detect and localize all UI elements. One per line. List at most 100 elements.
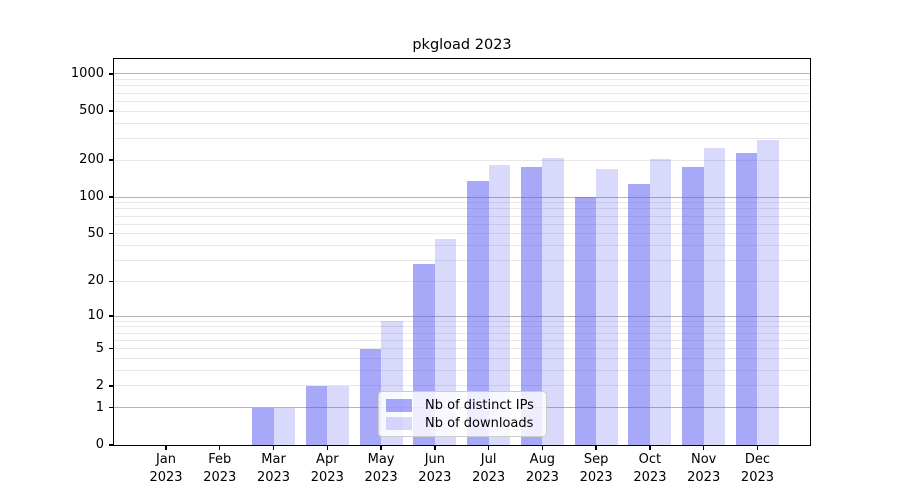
bar-nb-of-distinct-ips-nov [682,167,704,445]
x-tick-feb [219,445,221,450]
x-label-year: 2023 [740,469,775,485]
legend-item-downloads: Nb of downloads [386,414,538,432]
bar-nb-of-distinct-ips-dec [735,153,758,445]
x-tick-label-apr: Apr 2023 [295,451,359,486]
x-label-year: 2023 [579,469,613,485]
gridline-minor-4 [114,358,810,360]
x-label-year: 2023 [310,469,344,485]
x-tick-label-jun: Jun 2023 [403,451,467,486]
legend-label-downloads: Nb of downloads [425,415,534,431]
gridline-minor-80 [114,208,810,210]
gridline-minor-3 [114,370,810,372]
bar-nb-of-downloads-sep [596,168,618,445]
x-tick-jun [434,445,436,450]
x-tick-dec [756,445,759,450]
y-tick-label-20: 20 [87,273,104,289]
y-tick-label-10: 10 [87,308,104,324]
x-tick-label-jul: Jul 2023 [457,451,521,486]
x-label-year: 2023 [687,469,721,485]
y-tick-label-0: 0 [95,437,104,452]
gridline-minor-600 [114,100,810,102]
bar-nb-of-distinct-ips-aug [520,167,543,445]
gridline-minor-60 [114,223,810,225]
y-tick-100 [109,196,114,198]
x-label-month: Mar [261,452,286,467]
y-tick-0 [109,444,114,446]
bar-nb-of-downloads-jul [488,164,511,445]
chart-title: pkgload 2023 [412,37,512,53]
gridline-minor-8 [114,326,810,328]
legend-swatch-distinct-ips-icon [386,398,412,412]
y-tick-label-200: 200 [79,152,104,168]
bar-nb-of-downloads-dec [757,140,779,445]
gridline-minor-7 [114,332,810,334]
x-tick-nov [703,445,705,450]
x-label-month: Sep [583,452,609,467]
y-tick-label-1: 1 [95,399,104,415]
bar-nb-of-distinct-ips-mar [252,407,274,445]
gridline-minor-5 [114,348,810,350]
x-tick-sep [595,445,597,450]
y-tick-label-50: 50 [87,225,104,241]
y-tick-label-5: 5 [95,340,104,356]
gridline-minor-20 [114,280,810,282]
gridline-major-100 [114,196,810,198]
x-tick-label-dec: Dec 2023 [725,451,789,486]
bar-nb-of-distinct-ips-jul [467,181,489,445]
x-tick-label-feb: Feb 2023 [188,451,252,486]
gridline-minor-9 [114,320,810,322]
x-label-year: 2023 [203,469,237,485]
x-label-year: 2023 [256,469,291,485]
plot-area [114,59,810,445]
x-label-month: Aug [529,452,556,467]
x-label-month: Dec [744,452,771,467]
x-label-month: May [367,452,395,467]
bar-nb-of-distinct-ips-sep [574,197,597,445]
x-label-year: 2023 [149,469,183,485]
gridline-minor-30 [114,260,810,262]
y-tick-50 [109,233,114,235]
x-tick-may [380,445,382,450]
y-tick-label-100: 100 [79,189,104,205]
x-tick-label-may: May 2023 [349,451,413,486]
y-tick-500 [109,110,114,112]
y-tick-10 [109,315,114,317]
gridline-major-10 [114,315,810,317]
gridline-minor-90 [114,202,810,204]
gridline-minor-500 [114,110,810,112]
gridline-minor-200 [114,159,810,161]
bar-nb-of-downloads-apr [327,386,349,445]
x-tick-apr [326,445,328,450]
x-tick-aug [541,445,544,450]
gridline-minor-400 [114,122,810,124]
gridline-minor-6 [114,339,810,341]
legend-label-distinct-ips: Nb of distinct IPs [425,397,534,413]
x-label-year: 2023 [364,469,398,485]
gridline-major-1000 [114,73,810,75]
gridline-minor-300 [114,137,810,139]
gridline-minor-40 [114,245,810,247]
y-tick-200 [109,159,114,161]
x-label-year: 2023 [633,469,667,485]
x-label-month: Oct [638,452,662,467]
bar-nb-of-downloads-nov [703,148,726,445]
x-label-month: Jan [155,452,177,467]
x-label-month: Feb [208,452,232,467]
x-label-year: 2023 [418,469,452,485]
x-tick-label-mar: Mar 2023 [242,451,306,486]
gridline-minor-800 [114,85,810,87]
x-label-year: 2023 [472,469,506,485]
y-tick-label-1000: 1000 [70,65,104,81]
legend-item-distinct-ips: Nb of distinct IPs [386,396,538,414]
x-label-month: Nov [691,452,717,467]
x-label-month: Jul [480,452,497,467]
y-tick-5 [109,348,114,350]
gridline-minor-700 [114,92,810,94]
bar-nb-of-distinct-ips-may [359,348,382,445]
y-tick-20 [109,280,114,283]
gridline-minor-900 [114,79,810,81]
x-tick-mar [272,445,275,450]
x-label-month: Apr [316,452,339,467]
x-label-month: Jun [424,452,445,467]
